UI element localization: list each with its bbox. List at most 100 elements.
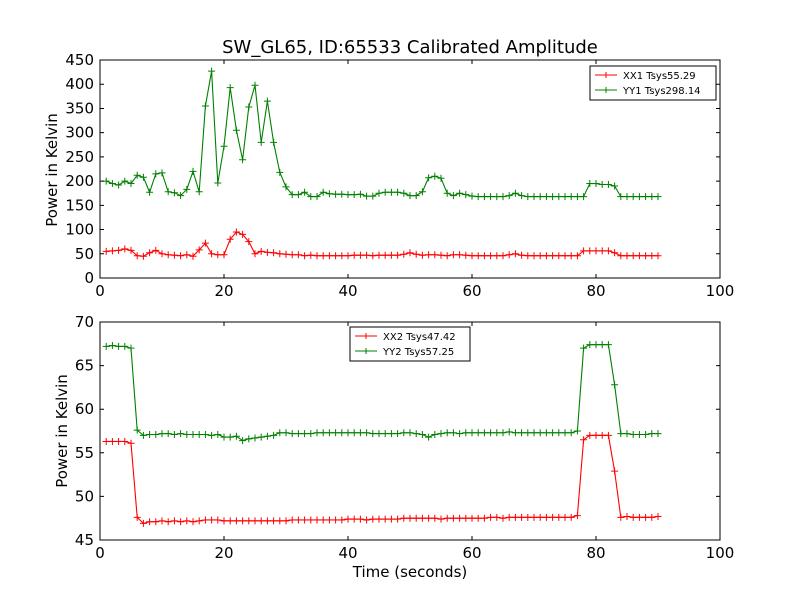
top-series-1-point: [480, 252, 488, 260]
bottom-series-2-point: [499, 429, 507, 437]
bottom-series-2-point: [133, 426, 141, 434]
bottom-series-1-point: [623, 512, 631, 520]
top-series-1-point: [282, 250, 290, 258]
top-series-1-point: [325, 252, 333, 260]
top-series-2-point: [294, 191, 302, 199]
top-series-2-point: [518, 192, 526, 200]
top-series-2-point: [276, 168, 284, 176]
bottom-series-2-point: [654, 430, 662, 438]
bottom-series-2-point: [108, 342, 116, 350]
bottom-series-1-point: [635, 513, 643, 521]
bottom-series-1-point: [381, 515, 389, 523]
top-series-2-point: [437, 174, 445, 182]
bottom-legend-box: [349, 326, 471, 362]
top-series-1-point: [356, 251, 364, 259]
bottom-series-1-point: [431, 514, 439, 522]
top-series-2-point: [611, 182, 619, 190]
bottom-xlabel: Time (seconds): [352, 563, 468, 581]
top-series-2-point: [573, 193, 581, 201]
top-series-2-point: [387, 188, 395, 196]
bottom-series-1-point: [511, 513, 519, 521]
top-series-2-point: [251, 81, 259, 89]
bottom-series-1-point: [418, 514, 426, 522]
bottom-series-2-point: [152, 430, 160, 438]
bottom-series-2-point: [288, 430, 296, 438]
top-series-2-point: [567, 193, 575, 201]
bottom-series-1-point: [319, 516, 327, 524]
top-legend-marker-2: [603, 87, 609, 93]
bottom-series-2-point: [294, 430, 302, 438]
top-series-1-point: [462, 251, 470, 259]
bottom-legend-label-1: XX2 Tsys47.42: [383, 332, 456, 343]
bottom-series-1-point: [158, 517, 166, 525]
bottom-x-tick-label: 60: [462, 544, 481, 562]
bottom-series-2-point: [170, 430, 178, 438]
bottom-ylabel: Power in Kelvin: [53, 374, 71, 488]
top-series-2-point: [418, 188, 426, 196]
top-series-1-point: [307, 251, 315, 259]
bottom-series-2-point: [313, 429, 321, 437]
top-series-2-point: [406, 192, 414, 200]
top-series-1-point: [146, 249, 154, 257]
top-series-2-point: [431, 172, 439, 180]
top-series-1-point: [437, 251, 445, 259]
bottom-series-2-point: [220, 433, 228, 441]
top-series-1-point: [406, 249, 414, 257]
top-series-2-point: [524, 193, 532, 201]
bottom-series-2-point: [177, 430, 185, 438]
bottom-series-1-point: [580, 436, 588, 444]
bottom-series-2-point: [493, 429, 501, 437]
top-series-2-point: [369, 192, 377, 200]
bottom-series-1-point: [350, 515, 358, 523]
bottom-series-1-point: [257, 517, 265, 525]
top-y-tick-label: 100: [65, 221, 94, 239]
top-series-1-point: [301, 252, 309, 260]
bottom-series-1-point: [170, 517, 178, 525]
top-series-1-point: [332, 252, 340, 260]
bottom-x-tick-label: 80: [586, 544, 605, 562]
bottom-series-1-point: [146, 518, 154, 526]
bottom-series-1-point: [332, 516, 340, 524]
top-series-1-point: [623, 252, 631, 260]
top-series-1-point: [493, 252, 501, 260]
top-series-1-point: [604, 247, 612, 255]
bottom-series-2-point: [139, 431, 147, 439]
bottom-series-2-point: [480, 429, 488, 437]
bottom-series-1-point: [549, 513, 557, 521]
top-series-2-point: [356, 190, 364, 198]
bottom-series-1-point: [108, 437, 116, 445]
bottom-series-2-point: [555, 429, 563, 437]
bottom-series-1-point: [263, 517, 271, 525]
bottom-series-2-point: [642, 430, 650, 438]
top-y-tick-label: 50: [75, 245, 94, 263]
bottom-series-2-point: [437, 430, 445, 438]
bottom-series-2-point: [350, 429, 358, 437]
top-axes-frame: [99, 59, 721, 279]
bottom-series-1-point: [121, 437, 129, 445]
top-series-1-point: [189, 252, 197, 260]
top-x-tick-label: 60: [462, 282, 481, 300]
bottom-series-1-point: [412, 514, 420, 522]
top-series-2-point: [586, 180, 594, 188]
top-series-2-point: [201, 102, 209, 110]
top-series-2-point: [394, 188, 402, 196]
bottom-series-1-point: [462, 514, 470, 522]
bottom-series-2-point: [586, 341, 594, 349]
bottom-series-2-point: [189, 430, 197, 438]
top-series-1-point: [542, 252, 550, 260]
top-series-2-point: [480, 193, 488, 201]
top-series-1-point: [586, 247, 594, 255]
bottom-series-1-point: [338, 516, 346, 524]
bottom-series-2-point: [474, 429, 482, 437]
top-ylabel: Power in Kelvin: [43, 113, 61, 227]
top-series-1-point: [220, 251, 228, 259]
bottom-series-2-point: [257, 433, 265, 441]
top-y-tick-label: 350: [65, 99, 94, 117]
bottom-series-2-point: [530, 429, 538, 437]
top-series-1-point: [251, 250, 259, 258]
top-series-1-point: [530, 252, 538, 260]
bottom-series-2-point: [115, 342, 123, 350]
top-series-2-point: [214, 179, 222, 187]
bottom-series-1-point: [567, 513, 575, 521]
top-series-1-point: [226, 235, 234, 243]
